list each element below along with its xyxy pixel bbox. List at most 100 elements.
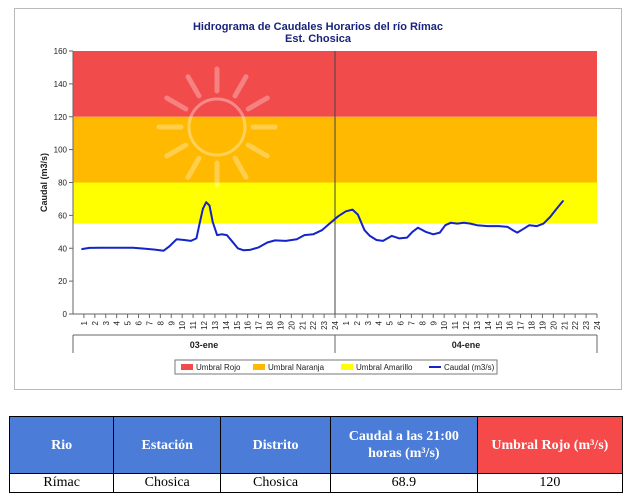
x-tick-label: 9 — [429, 320, 438, 325]
data-point — [357, 213, 359, 216]
data-point — [81, 248, 83, 250]
header-caudal: Caudal a las 21:00 horas (m³/s) — [329, 416, 478, 474]
header-umbral-rojo: Umbral Rojo (m³/s) — [476, 416, 624, 474]
data-point — [444, 224, 446, 226]
data-point — [476, 224, 478, 226]
watermark-sun-ray — [164, 95, 189, 112]
x-tick-label: 18 — [266, 320, 275, 329]
data-point — [522, 228, 524, 230]
data-point — [312, 233, 314, 235]
data-point — [208, 204, 211, 207]
data-point — [321, 229, 323, 231]
header-estacion: Estación — [113, 416, 222, 474]
x-tick-label: 11 — [189, 320, 198, 329]
x-tick-label: 9 — [167, 320, 176, 325]
data-point — [469, 222, 471, 225]
legend-box — [174, 359, 498, 375]
data-point — [266, 241, 268, 244]
hydrograph-chart: Hidrograma de Caudales Horarios del río … — [39, 21, 602, 375]
data-point — [226, 234, 228, 236]
watermark-sun-ray — [232, 74, 249, 99]
x-tick-label: 14 — [484, 320, 493, 329]
x-tick-label: 24 — [593, 320, 602, 329]
watermark-sun-ray — [185, 155, 202, 180]
x-tick-label: 13 — [211, 320, 220, 329]
data-point — [328, 222, 331, 225]
x-tick-label: 3 — [102, 320, 111, 325]
data-point — [487, 225, 489, 227]
data-point — [391, 235, 393, 237]
legend-swatch — [253, 364, 265, 370]
y-tick-label: 120 — [54, 113, 68, 122]
data-point — [439, 232, 441, 234]
data-point — [231, 241, 233, 243]
data-point — [425, 231, 427, 233]
x-tick-label: 18 — [528, 320, 537, 329]
cell-estacion: Chosica — [113, 473, 222, 493]
data-point — [274, 239, 276, 241]
legend-label: Umbral Amarillo — [356, 363, 413, 372]
x-tick-label: 1 — [80, 320, 89, 325]
x-tick-label: 6 — [397, 320, 406, 325]
data-point — [296, 238, 298, 240]
data-point — [176, 238, 178, 240]
chart-subtitle: Est. Chosica — [285, 33, 352, 45]
x-tick-label: 10 — [440, 320, 449, 329]
data-point — [190, 240, 192, 242]
x-group-label: 03-ene — [190, 340, 219, 350]
data-point — [351, 209, 354, 211]
cell-umbral-rojo: 120 — [476, 473, 624, 493]
data-point — [205, 201, 207, 203]
watermark-sun-ray — [245, 95, 270, 112]
data-point — [406, 236, 408, 239]
data-point — [303, 234, 306, 236]
x-tick-label: 13 — [473, 320, 482, 329]
data-point — [417, 227, 419, 229]
data-point — [154, 248, 156, 251]
data-point — [285, 240, 287, 242]
data-point — [121, 247, 123, 249]
x-tick-label: 11 — [451, 320, 460, 329]
x-tick-label: 5 — [124, 320, 133, 325]
y-tick-label: 60 — [58, 211, 67, 220]
data-point — [363, 229, 366, 231]
data-point — [345, 210, 347, 212]
data-point — [257, 246, 260, 249]
data-point — [195, 237, 197, 239]
data-point — [143, 247, 145, 250]
data-point — [168, 246, 170, 248]
x-tick-label: 20 — [287, 320, 296, 329]
cell-rio: Rímac — [8, 473, 115, 493]
data-point — [398, 237, 401, 239]
data-point — [337, 215, 339, 217]
x-tick-label: 8 — [156, 320, 165, 325]
legend-swatch — [181, 364, 193, 370]
legend-label: Umbral Rojo — [196, 363, 241, 372]
data-point — [516, 232, 518, 234]
y-tick-label: 100 — [54, 146, 68, 155]
cell-caudal: 68.9 — [329, 473, 478, 493]
data-point — [542, 222, 545, 225]
x-tick-label: 2 — [91, 320, 100, 325]
x-tick-label: 10 — [178, 320, 187, 329]
data-point — [199, 222, 201, 225]
x-tick-label: 7 — [407, 320, 416, 325]
data-point — [99, 247, 101, 249]
data-point — [132, 247, 134, 249]
data-point — [432, 233, 434, 235]
header-distrito: Distrito — [220, 416, 331, 474]
x-tick-label: 1 — [342, 320, 351, 325]
x-tick-label: 17 — [517, 320, 526, 329]
y-tick-label: 40 — [58, 244, 67, 253]
legend-swatch — [341, 364, 353, 370]
y-tick-label: 140 — [54, 80, 68, 89]
x-tick-label: 5 — [386, 320, 395, 325]
chart-frame: Hidrograma de Caudales Horarios del río … — [14, 8, 622, 390]
watermark-sun-ray — [232, 155, 249, 180]
y-tick-label: 20 — [58, 277, 67, 286]
table-row: Rímac Chosica Chosica 68.9 120 — [8, 473, 624, 493]
y-tick-label: 80 — [58, 179, 67, 188]
x-tick-label: 16 — [506, 320, 515, 329]
x-tick-label: 17 — [255, 320, 264, 329]
x-tick-label: 4 — [113, 320, 122, 325]
